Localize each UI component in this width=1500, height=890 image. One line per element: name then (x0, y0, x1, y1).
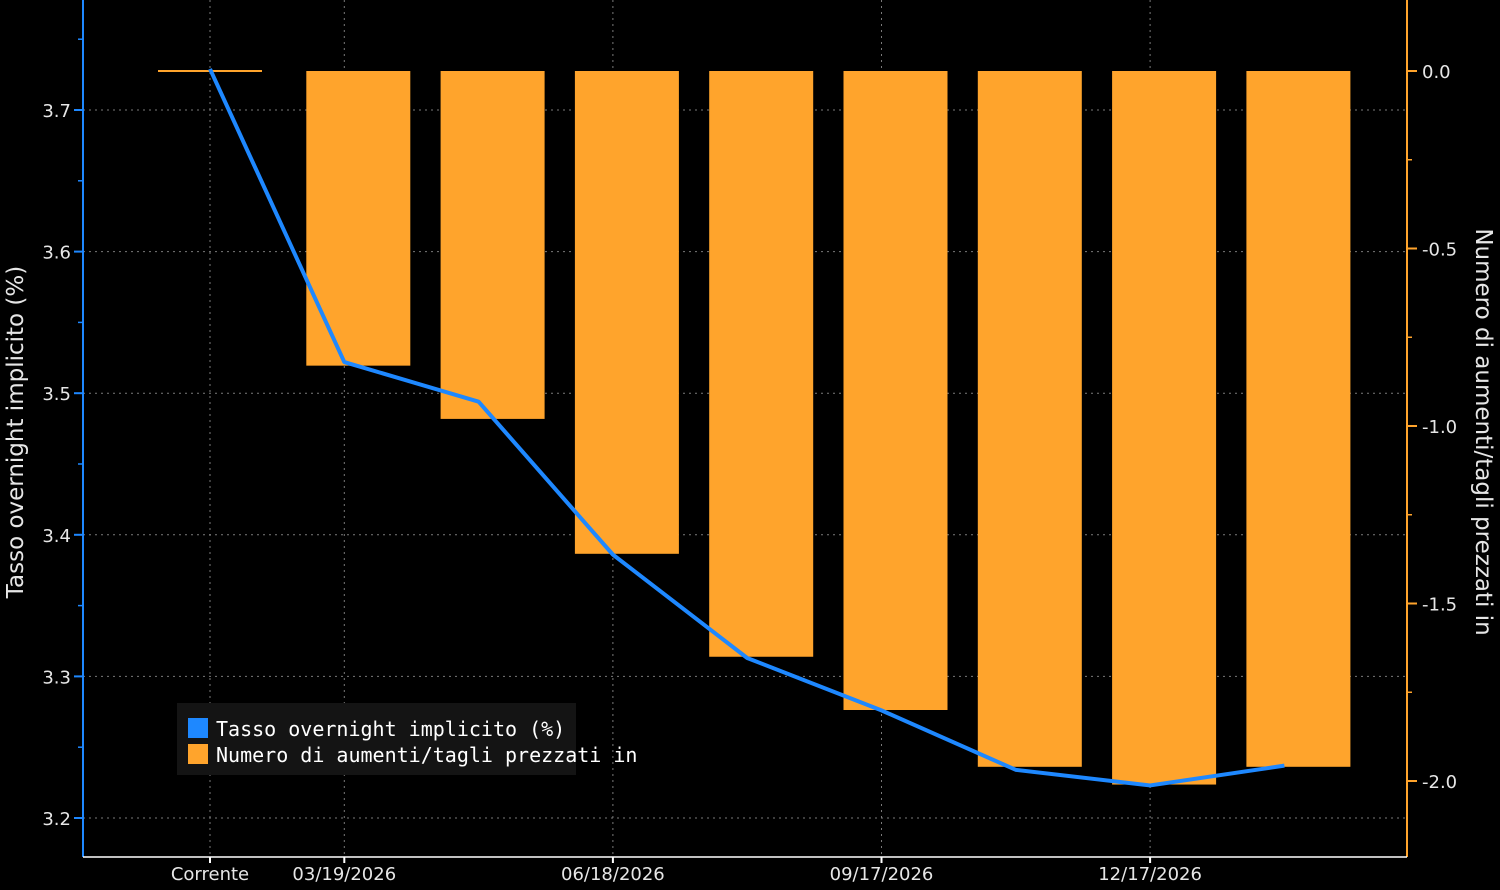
bar (574, 71, 679, 554)
bar (306, 71, 411, 366)
x-tick-label: 12/17/2026 (1098, 864, 1202, 885)
y-axis-right-title: Numero di aumenti/tagli prezzati in (1470, 228, 1496, 635)
legend-label-bar: Numero di aumenti/tagli prezzati in (216, 743, 637, 767)
legend: Tasso overnight implicito (%) Numero di … (177, 703, 637, 775)
bar (709, 71, 814, 657)
bar (843, 71, 948, 710)
legend-box (177, 703, 576, 775)
bar (440, 71, 545, 419)
axes: 3.2 3.3 3.4 3.5 3.6 3.7 0.0 -0.5 -1.0 -1.5 -2.0 Cor… (42, 0, 1457, 885)
bar-series (158, 70, 1351, 785)
y-left-tick-label: 3.4 (42, 526, 71, 547)
legend-label-line: Tasso overnight implicito (%) (216, 717, 565, 741)
x-tick-label: 06/18/2026 (561, 864, 665, 885)
y-left-tick-label: 3.7 (42, 101, 71, 122)
y-right-tick-label: -1.5 (1422, 595, 1457, 616)
y-axis-left-title: Tasso overnight implicito (%) (3, 266, 29, 599)
x-tick-label: 09/17/2026 (830, 864, 934, 885)
y-right-tick-label: -2.0 (1422, 772, 1457, 793)
x-tick-label: 03/19/2026 (292, 864, 396, 885)
y-left-tick-label: 3.5 (42, 384, 71, 405)
y-left-tick-label: 3.6 (42, 243, 71, 264)
y-left-tick-label: 3.3 (42, 667, 71, 688)
legend-swatch-line (188, 718, 208, 738)
y-right-tick-label: -0.5 (1422, 240, 1457, 261)
y-right-tick-label: -1.0 (1422, 417, 1457, 438)
bar (1246, 71, 1351, 767)
line-path (208, 68, 1285, 788)
line-series (208, 68, 1285, 788)
y-right-tick-label: 0.0 (1422, 62, 1451, 83)
bar (977, 71, 1082, 767)
legend-swatch-bar (188, 744, 208, 764)
y-left-tick-label: 3.2 (42, 809, 71, 830)
bar (1112, 71, 1217, 785)
x-tick-label: Corrente (171, 864, 249, 885)
